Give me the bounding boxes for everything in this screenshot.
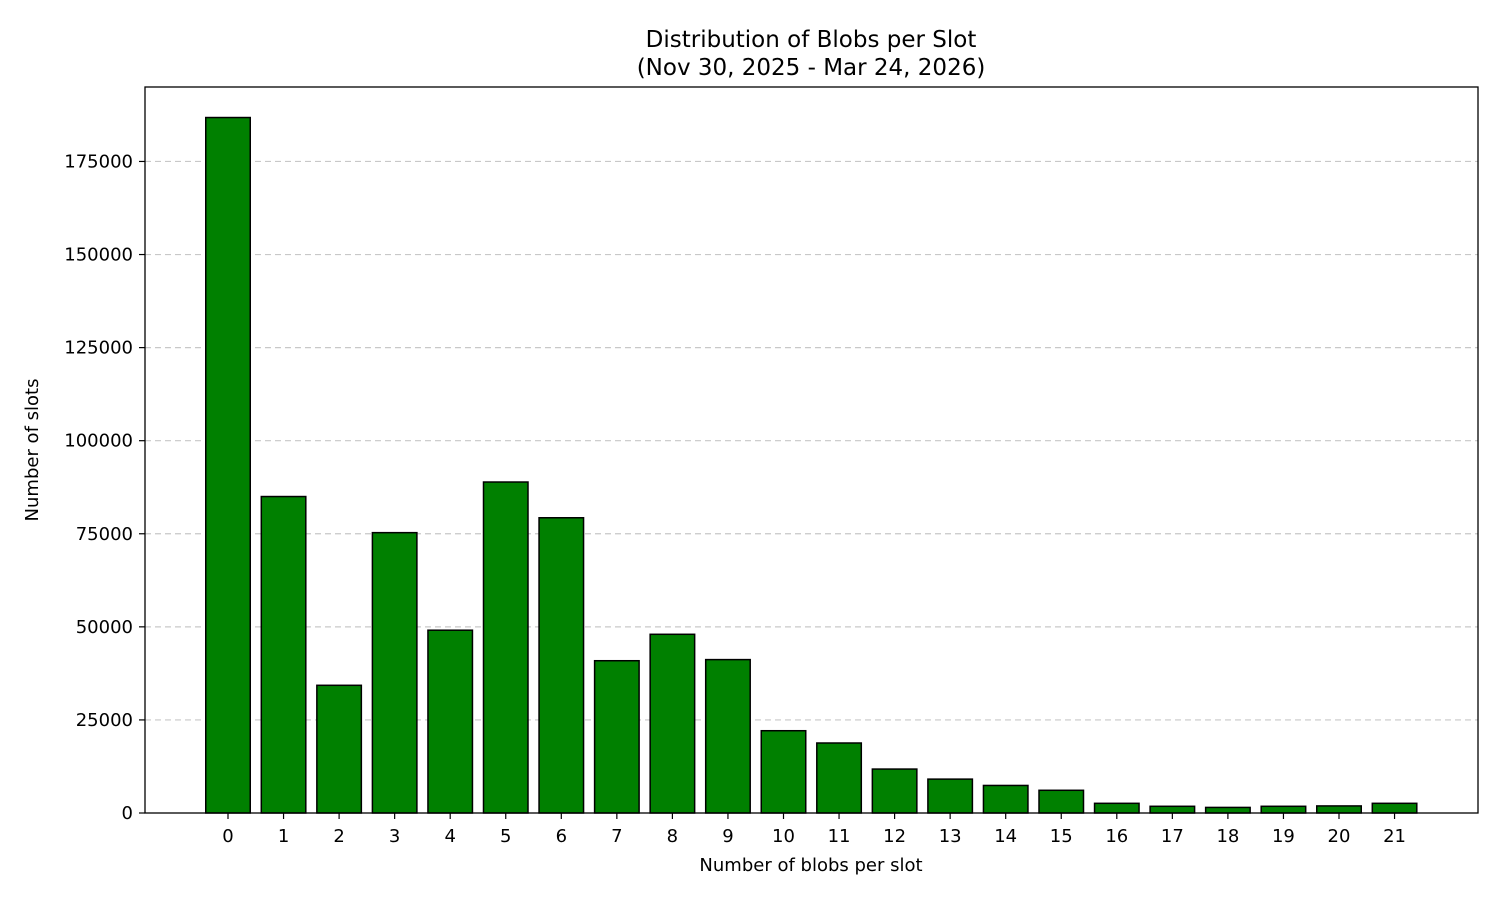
bar-1 [260, 495, 307, 814]
bar-0 [205, 116, 251, 814]
bar-8 [649, 633, 696, 814]
x-tick-label-12: 12 [883, 826, 906, 847]
x-tick-label-9: 9 [722, 826, 733, 847]
chart-subtitle: (Nov 30, 2025 - Mar 24, 2026) [637, 55, 986, 81]
x-tick-label-8: 8 [667, 826, 678, 847]
x-tick-label-3: 3 [389, 826, 400, 847]
bar-18 [1204, 806, 1251, 814]
bar-15 [1038, 789, 1085, 814]
x-tick-label-1: 1 [278, 826, 289, 847]
x-tick-label-10: 10 [772, 826, 795, 847]
y-axis-label: Number of slots [22, 379, 43, 522]
bar-17 [1149, 805, 1196, 814]
x-tick-label-0: 0 [222, 826, 233, 847]
y-tick-label-7: 175000 [64, 151, 133, 172]
y-tick-label-5: 125000 [64, 338, 133, 359]
bar-20 [1316, 805, 1362, 814]
bar-11 [816, 742, 863, 814]
x-tick-label-5: 5 [500, 826, 511, 847]
x-tick-label-18: 18 [1216, 826, 1239, 847]
bar-12 [871, 768, 918, 814]
x-tick-label-21: 21 [1383, 826, 1406, 847]
chart-title: Distribution of Blobs per Slot [646, 27, 977, 53]
x-tick-label-7: 7 [611, 826, 622, 847]
bar-3 [371, 531, 418, 814]
y-tick-label-4: 100000 [64, 431, 133, 452]
bar-14 [982, 784, 1029, 814]
x-axis-ticks: 0 1 2 3 4 5 6 7 8 9 10 11 12 13 14 15 16 17 18 19 20 21 [222, 813, 1406, 847]
bar-19 [1260, 805, 1307, 814]
bar-2 [316, 684, 363, 814]
x-tick-label-20: 20 [1328, 826, 1351, 847]
x-axis-label: Number of blobs per slot [699, 855, 922, 876]
y-tick-label-1: 25000 [76, 710, 133, 731]
y-axis-ticks: 0 25000 50000 75000 100000 125000 150000 175000 [64, 151, 145, 824]
bar-9 [704, 658, 751, 814]
y-tick-label-6: 150000 [64, 245, 133, 266]
x-tick-label-15: 15 [1050, 826, 1073, 847]
x-tick-label-11: 11 [828, 826, 851, 847]
bar-4 [427, 629, 474, 814]
x-tick-label-6: 6 [556, 826, 567, 847]
x-tick-label-2: 2 [333, 826, 344, 847]
y-tick-label-0: 0 [122, 803, 133, 824]
bar-16 [1093, 802, 1140, 814]
gridlines [145, 160, 1478, 721]
y-tick-label-2: 50000 [76, 617, 133, 638]
bars [205, 116, 1418, 814]
plot-frame [144, 86, 1479, 814]
bar-6 [538, 517, 585, 814]
bar-5 [482, 481, 529, 814]
bar-21 [1371, 802, 1418, 814]
x-tick-label-13: 13 [939, 826, 962, 847]
x-tick-label-4: 4 [444, 826, 455, 847]
bar-7 [593, 659, 640, 814]
x-tick-label-14: 14 [994, 826, 1017, 847]
x-tick-label-19: 19 [1272, 826, 1295, 847]
x-tick-label-16: 16 [1105, 826, 1128, 847]
x-tick-label-17: 17 [1161, 826, 1184, 847]
y-tick-label-3: 75000 [76, 524, 133, 545]
bar-10 [760, 729, 807, 814]
bar-13 [927, 778, 974, 814]
